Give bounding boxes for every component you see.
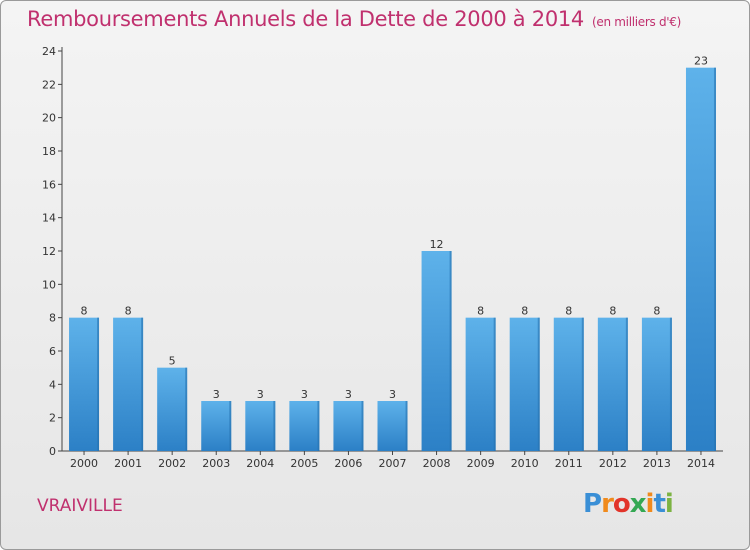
bar	[69, 317, 100, 451]
x-tick-label: 2009	[467, 457, 495, 470]
y-tick-label: 6	[49, 345, 56, 358]
bar	[245, 401, 276, 451]
labels: 0246810121416182022242000820018200252003…	[42, 45, 715, 470]
bar	[641, 317, 672, 451]
x-tick-label: 2007	[379, 457, 407, 470]
x-tick-label: 2001	[114, 457, 142, 470]
data-label: 8	[521, 305, 528, 318]
bar-edge	[185, 367, 188, 451]
bar	[553, 317, 584, 451]
bar	[113, 317, 144, 451]
bar-edge	[713, 67, 716, 452]
logo-letter: t	[653, 489, 665, 519]
bar	[289, 401, 320, 451]
x-tick-label: 2014	[687, 457, 715, 470]
x-tick-label: 2010	[511, 457, 539, 470]
town-name: VRAIVILLE	[37, 496, 123, 516]
data-label: 23	[694, 55, 708, 68]
data-label: 3	[213, 388, 220, 401]
bar-edge	[361, 401, 364, 451]
proxiti-logo: Proxiti	[583, 489, 674, 519]
x-tick-label: 2000	[70, 457, 98, 470]
bar-edge	[273, 401, 276, 451]
x-tick-label: 2005	[290, 457, 318, 470]
y-tick-label: 10	[42, 278, 56, 291]
bar	[509, 317, 540, 451]
bar	[421, 251, 452, 451]
x-tick-label: 2012	[599, 457, 627, 470]
y-tick-label: 2	[49, 412, 56, 425]
data-label: 8	[653, 305, 660, 318]
logo-letter: x	[629, 489, 647, 519]
bar-edge	[229, 401, 232, 451]
x-tick-label: 2003	[202, 457, 230, 470]
x-tick-label: 2011	[555, 457, 583, 470]
x-tick-label: 2013	[643, 457, 671, 470]
bar	[597, 317, 628, 451]
logo-letter: o	[612, 489, 631, 519]
data-label: 3	[257, 388, 264, 401]
data-label: 8	[125, 305, 132, 318]
data-label: 5	[169, 355, 176, 368]
bar	[201, 401, 232, 451]
x-tick-label: 2002	[158, 457, 186, 470]
bar	[157, 367, 188, 451]
y-tick-label: 22	[42, 78, 56, 91]
bar-edge	[493, 317, 496, 451]
x-tick-label: 2006	[334, 457, 362, 470]
x-tick-label: 2004	[246, 457, 274, 470]
data-label: 8	[477, 305, 484, 318]
data-label: 8	[81, 305, 88, 318]
data-label: 3	[301, 388, 308, 401]
bar-edge	[317, 401, 320, 451]
y-tick-label: 24	[42, 45, 56, 58]
bar-edge	[581, 317, 584, 451]
bar-edge	[537, 317, 540, 451]
chart-title: Remboursements Annuels de la Dette de 20…	[27, 7, 681, 31]
logo-letter: r	[601, 489, 614, 519]
y-tick-label: 8	[49, 312, 56, 325]
bars	[69, 67, 716, 452]
chart-title-text: Remboursements Annuels de la Dette de 20…	[27, 7, 584, 31]
logo-letter: i	[664, 489, 674, 519]
data-label: 8	[565, 305, 572, 318]
bar-edge	[141, 317, 144, 451]
x-tick-label: 2008	[423, 457, 451, 470]
data-label: 3	[345, 388, 352, 401]
y-tick-label: 16	[42, 178, 56, 191]
data-label: 12	[430, 238, 444, 251]
logo-letter: i	[645, 489, 655, 519]
data-label: 8	[609, 305, 616, 318]
bar	[377, 401, 408, 451]
bar	[333, 401, 364, 451]
bar-edge	[449, 251, 452, 451]
data-label: 3	[389, 388, 396, 401]
y-tick-label: 20	[42, 112, 56, 125]
y-tick-label: 4	[49, 378, 56, 391]
bar-edge	[405, 401, 408, 451]
logo-letter: P	[583, 489, 602, 519]
bar-edge	[625, 317, 628, 451]
y-tick-label: 14	[42, 212, 56, 225]
y-tick-label: 12	[42, 245, 56, 258]
bar	[685, 67, 716, 452]
y-tick-label: 0	[49, 445, 56, 458]
bar	[465, 317, 496, 451]
y-tick-label: 18	[42, 145, 56, 158]
bar-edge	[669, 317, 672, 451]
bar-edge	[97, 317, 100, 451]
unit-note: (en milliers d'€)	[592, 15, 682, 29]
